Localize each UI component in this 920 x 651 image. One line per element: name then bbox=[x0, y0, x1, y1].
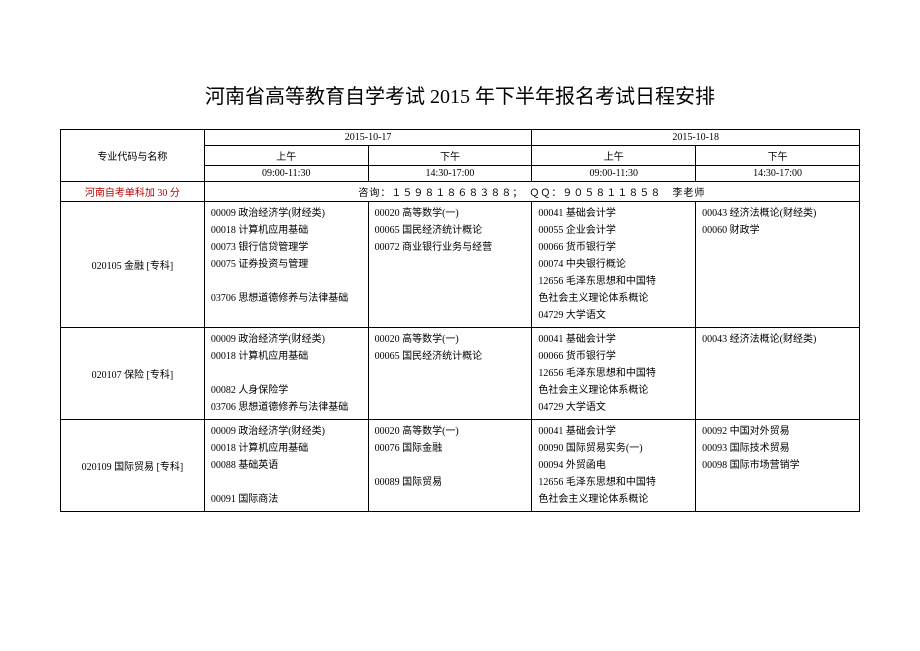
course-line: 12656 毛泽东思想和中国特 bbox=[538, 365, 689, 382]
major-cell: 020105 金融 [专科] bbox=[61, 202, 205, 328]
course-line: 色社会主义理论体系概论 bbox=[538, 290, 689, 307]
course-line: 00041 基础会计学 bbox=[538, 423, 689, 440]
course-line: 00072 商业银行业务与经营 bbox=[375, 239, 526, 256]
session-cell: 00020 高等数学(一)00065 国民经济统计概论 bbox=[368, 328, 532, 420]
page-title: 河南省高等教育自学考试 2015 年下半年报名考试日程安排 bbox=[60, 80, 860, 109]
course-line: 00092 中国对外贸易 bbox=[702, 423, 853, 440]
course-line: 00020 高等数学(一) bbox=[375, 205, 526, 222]
schedule-table: 专业代码与名称 2015-10-17 2015-10-18 上午 下午 上午 下… bbox=[60, 129, 860, 512]
header-afternoon-time1: 14:30-17:00 bbox=[368, 166, 532, 182]
course-line: 00090 国际贸易实务(一) bbox=[538, 440, 689, 457]
header-date1: 2015-10-17 bbox=[204, 130, 532, 146]
header-major: 专业代码与名称 bbox=[61, 130, 205, 182]
header-date2: 2015-10-18 bbox=[532, 130, 860, 146]
course-line: 00041 基础会计学 bbox=[538, 205, 689, 222]
major-cell: 020109 国际贸易 [专科] bbox=[61, 420, 205, 512]
header-afternoon-time2: 14:30-17:00 bbox=[696, 166, 860, 182]
course-line: 00009 政治经济学(财经类) bbox=[211, 205, 362, 222]
course-line: 00018 计算机应用基础 bbox=[211, 348, 362, 365]
course-line: 00018 计算机应用基础 bbox=[211, 440, 362, 457]
session-cell: 00020 高等数学(一)00065 国民经济统计概论00072 商业银行业务与… bbox=[368, 202, 532, 328]
table-row: 020109 国际贸易 [专科]00009 政治经济学(财经类)00018 计算… bbox=[61, 420, 860, 512]
course-line: 12656 毛泽东思想和中国特 bbox=[538, 474, 689, 491]
course-line: 00074 中央银行概论 bbox=[538, 256, 689, 273]
course-line: 00073 银行信贷管理学 bbox=[211, 239, 362, 256]
course-line: 色社会主义理论体系概论 bbox=[538, 382, 689, 399]
header-morning-time2: 09:00-11:30 bbox=[532, 166, 696, 182]
course-line: 12656 毛泽东思想和中国特 bbox=[538, 273, 689, 290]
course-line: 00075 证券投资与管理 bbox=[211, 256, 362, 273]
session-cell: 00043 经济法概论(财经类)00060 财政学 bbox=[696, 202, 860, 328]
session-cell: 00092 中国对外贸易00093 国际技术贸易00098 国际市场营销学 bbox=[696, 420, 860, 512]
session-cell: 00043 经济法概论(财经类) bbox=[696, 328, 860, 420]
header-morning2: 上午 bbox=[532, 146, 696, 166]
course-line: 00091 国际商法 bbox=[211, 491, 362, 508]
course-line: 04729 大学语文 bbox=[538, 399, 689, 416]
session-cell: 00041 基础会计学00066 货币银行学12656 毛泽东思想和中国特色社会… bbox=[532, 328, 696, 420]
course-line: 00009 政治经济学(财经类) bbox=[211, 331, 362, 348]
course-line: 00065 国民经济统计概论 bbox=[375, 222, 526, 239]
course-line: 03706 思想道德修养与法律基础 bbox=[211, 290, 362, 307]
course-line: 00082 人身保险学 bbox=[211, 382, 362, 399]
course-line: 00020 高等数学(一) bbox=[375, 331, 526, 348]
course-line: 00043 经济法概论(财经类) bbox=[702, 205, 853, 222]
session-cell: 00041 基础会计学00055 企业会计学00066 货币银行学00074 中… bbox=[532, 202, 696, 328]
table-row: 020105 金融 [专科]00009 政治经济学(财经类)00018 计算机应… bbox=[61, 202, 860, 328]
session-cell: 00009 政治经济学(财经类)00018 计算机应用基础00088 基础英语 … bbox=[204, 420, 368, 512]
session-cell: 00009 政治经济学(财经类)00018 计算机应用基础 00082 人身保险… bbox=[204, 328, 368, 420]
header-morning1: 上午 bbox=[204, 146, 368, 166]
session-cell: 00009 政治经济学(财经类)00018 计算机应用基础00073 银行信贷管… bbox=[204, 202, 368, 328]
header-afternoon2: 下午 bbox=[696, 146, 860, 166]
course-line: 00055 企业会计学 bbox=[538, 222, 689, 239]
session-cell: 00041 基础会计学00090 国际贸易实务(一)00094 外贸函电1265… bbox=[532, 420, 696, 512]
course-line: 00076 国际金融 bbox=[375, 440, 526, 457]
course-line: 00065 国民经济统计概论 bbox=[375, 348, 526, 365]
course-line: 03706 思想道德修养与法律基础 bbox=[211, 399, 362, 416]
course-line: 00093 国际技术贸易 bbox=[702, 440, 853, 457]
course-line: 00098 国际市场营销学 bbox=[702, 457, 853, 474]
notice-left: 河南自考单科加 30 分 bbox=[61, 182, 205, 202]
notice-right: 咨询：１５９８１８６８３８８； ＱＱ：９０５８１１８５８ 李老师 bbox=[204, 182, 859, 202]
course-line: 00094 外贸函电 bbox=[538, 457, 689, 474]
header-afternoon1: 下午 bbox=[368, 146, 532, 166]
course-line: 00041 基础会计学 bbox=[538, 331, 689, 348]
header-morning-time1: 09:00-11:30 bbox=[204, 166, 368, 182]
course-line: 00088 基础英语 bbox=[211, 457, 362, 474]
session-cell: 00020 高等数学(一)00076 国际金融 00089 国际贸易 bbox=[368, 420, 532, 512]
course-line: 04729 大学语文 bbox=[538, 307, 689, 324]
course-line: 00009 政治经济学(财经类) bbox=[211, 423, 362, 440]
course-line: 00066 货币银行学 bbox=[538, 348, 689, 365]
course-line: 00020 高等数学(一) bbox=[375, 423, 526, 440]
major-cell: 020107 保险 [专科] bbox=[61, 328, 205, 420]
course-line: 00089 国际贸易 bbox=[375, 474, 526, 491]
course-line: 00060 财政学 bbox=[702, 222, 853, 239]
course-line: 00018 计算机应用基础 bbox=[211, 222, 362, 239]
course-line: 00066 货币银行学 bbox=[538, 239, 689, 256]
table-row: 020107 保险 [专科]00009 政治经济学(财经类)00018 计算机应… bbox=[61, 328, 860, 420]
course-line: 00043 经济法概论(财经类) bbox=[702, 331, 853, 348]
course-line: 色社会主义理论体系概论 bbox=[538, 491, 689, 508]
